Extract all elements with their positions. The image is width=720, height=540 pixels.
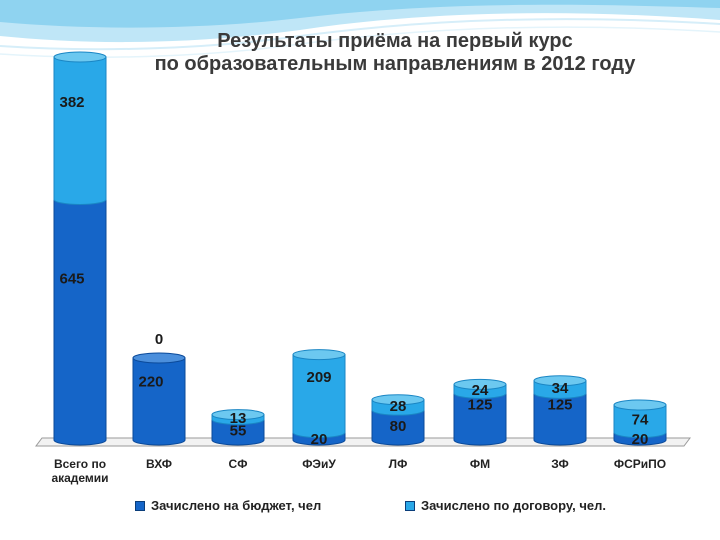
bar-budget-зф [533, 392, 587, 446]
bar-budget-фм [453, 392, 507, 446]
value-label-contract-сф: 13 [230, 410, 247, 427]
legend-swatch-budget [135, 500, 145, 511]
bar-cap-зф [533, 375, 587, 387]
value-label-budget-сф: 55 [230, 423, 247, 440]
bar-budget-всего-по-академии [53, 198, 107, 446]
legend-item-budget: Зачислено на бюджет, чел [135, 498, 321, 513]
value-label-contract-всего-по-академии: 382 [59, 94, 84, 111]
value-label-contract-фсрипо: 74 [632, 412, 649, 429]
value-label-contract-лф: 28 [390, 398, 407, 415]
value-label-budget-фм: 125 [467, 397, 492, 414]
value-label-budget-фэиу: 20 [311, 431, 328, 448]
category-label-фэиу: ФЭиУ [302, 457, 336, 471]
category-label-всего-по-академии-line1: Всего по [54, 457, 106, 471]
bar-budget-вхф [132, 357, 186, 446]
category-label-зф: ЗФ [551, 457, 568, 471]
value-label-contract-фм: 24 [472, 382, 489, 399]
value-label-contract-вхф: 0 [155, 331, 163, 348]
value-label-budget-всего-по-академии: 645 [59, 271, 84, 288]
bar-cap-лф [371, 394, 425, 406]
bar-contract-фсрипо [613, 404, 667, 439]
bar-cap-фм [453, 378, 507, 390]
value-label-budget-фсрипо: 20 [632, 431, 649, 448]
bar-cap-сф [211, 409, 265, 421]
header-wave-decoration [0, 0, 720, 58]
legend-swatch-contract [405, 500, 415, 511]
category-label-сф: СФ [229, 457, 248, 471]
bar-budget-лф [371, 409, 425, 446]
value-label-budget-вхф: 220 [138, 374, 163, 391]
bar-budget-сф [211, 418, 265, 446]
value-label-budget-зф: 125 [547, 397, 572, 414]
category-label-фм: ФМ [470, 457, 490, 471]
legend-item-contract: Зачислено по договору, чел. [405, 498, 606, 513]
value-label-contract-фэиу: 209 [306, 369, 331, 386]
bar-cap-всего-по-академии [53, 51, 107, 63]
category-label-лф: ЛФ [389, 457, 408, 471]
bar-contract-всего-по-академии [53, 56, 107, 205]
bar-cap-вхф [132, 352, 186, 364]
legend-label-contract: Зачислено по договору, чел. [421, 498, 606, 513]
value-label-contract-зф: 34 [552, 380, 569, 397]
category-label-фсрипо: ФСРиПО [614, 457, 666, 471]
bar-cap-фэиу [292, 349, 346, 361]
value-label-budget-лф: 80 [390, 418, 407, 435]
chart-title-line1: Результаты приёма на первый курс [217, 30, 573, 52]
legend-label-budget: Зачислено на бюджет, чел [151, 498, 322, 513]
bar-contract-фэиу [292, 354, 346, 439]
category-label-вхф: ВХФ [146, 457, 172, 471]
chart-title-line2: по образовательным направлениям в 2012 г… [154, 53, 636, 75]
chart-title: Результаты приёма на первый курс по обра… [0, 30, 720, 76]
bar-cap-фсрипо [613, 399, 667, 411]
category-label-всего-по-академии-line2: академии [51, 471, 108, 485]
